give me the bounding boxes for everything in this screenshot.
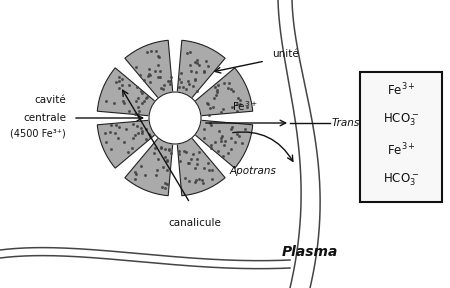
Text: Plasma: Plasma bbox=[282, 245, 338, 259]
Wedge shape bbox=[177, 138, 225, 196]
Text: Fe$^{3+}$: Fe$^{3+}$ bbox=[387, 82, 415, 98]
Text: Trans: Trans bbox=[332, 118, 360, 128]
Text: HCO$_3^-$: HCO$_3^-$ bbox=[383, 112, 419, 128]
Wedge shape bbox=[195, 120, 253, 168]
Text: (4500 Fe³⁺): (4500 Fe³⁺) bbox=[10, 129, 66, 139]
Wedge shape bbox=[177, 40, 225, 98]
Wedge shape bbox=[125, 138, 173, 196]
Wedge shape bbox=[195, 68, 253, 116]
Text: canalicule: canalicule bbox=[169, 218, 221, 228]
Wedge shape bbox=[97, 68, 155, 116]
Text: unité: unité bbox=[272, 49, 299, 59]
Wedge shape bbox=[97, 120, 155, 168]
Text: cavité: cavité bbox=[34, 95, 66, 105]
Text: Apotrans: Apotrans bbox=[230, 166, 277, 176]
Text: Fe$^{3+}$: Fe$^{3+}$ bbox=[232, 99, 258, 113]
Bar bbox=[360, 72, 442, 202]
Wedge shape bbox=[125, 40, 173, 98]
Text: Fe$^{3+}$: Fe$^{3+}$ bbox=[387, 142, 415, 158]
Text: centrale: centrale bbox=[23, 113, 66, 123]
Text: HCO$_3^-$: HCO$_3^-$ bbox=[383, 172, 419, 188]
Circle shape bbox=[149, 92, 201, 144]
